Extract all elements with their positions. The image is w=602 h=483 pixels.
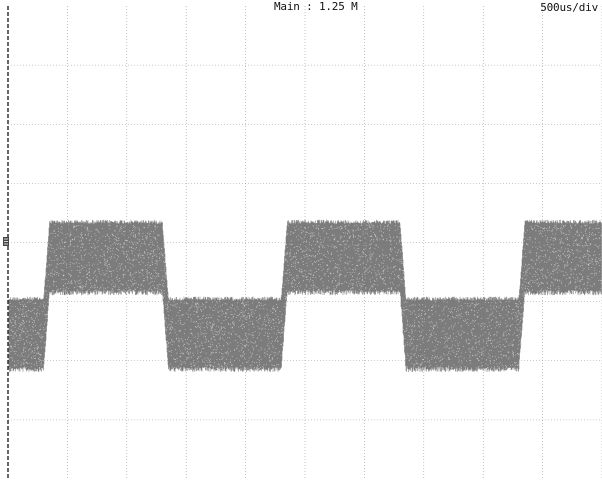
waveform-noise-speckle — [9, 224, 602, 370]
graticule-grid — [8, 6, 602, 479]
timebase-label: 500us/div — [540, 1, 598, 14]
memory-length-label: Main : 1.25 M — [274, 0, 358, 13]
waveform-trace — [8, 219, 602, 373]
trace-level-marker — [3, 237, 9, 246]
